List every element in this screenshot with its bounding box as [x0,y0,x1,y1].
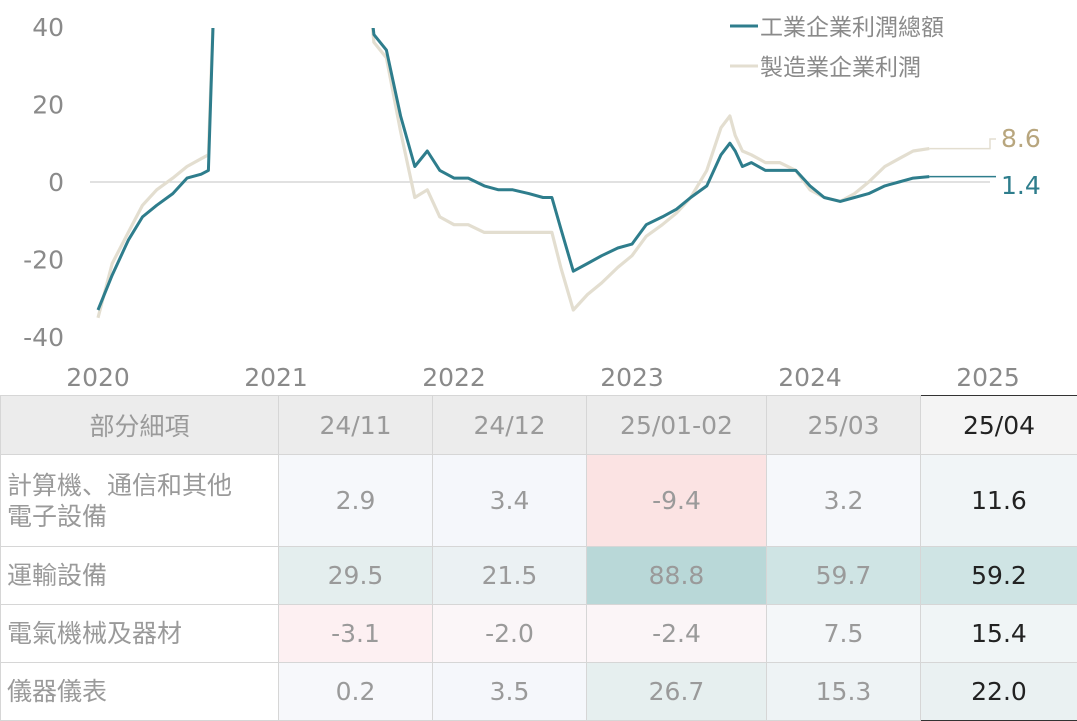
row-label: 計算機、通信和其他電子設備 [1,455,279,547]
col-header: 25/03 [767,396,921,455]
row-label-line: 計算機、通信和其他 [7,470,278,501]
table-cell: 3.4 [433,455,587,547]
header-label: 部分細項 [1,396,279,455]
y-tick-label: -40 [23,323,64,352]
table-header-row: 部分細項 24/11 24/12 25/01-02 25/03 25/04 [1,396,1077,455]
table-cell: 7.5 [767,605,921,663]
x-tick-label: 2025 [956,363,1020,392]
table-cell: -9.4 [587,455,767,547]
table-cell: 3.2 [767,455,921,547]
legend-label: 工業企業利潤總額 [760,15,944,41]
table-cell: -2.0 [433,605,587,663]
table-cell: 88.8 [587,547,767,605]
table-cell: 2.9 [279,455,433,547]
row-label: 電氣機械及器材 [1,605,279,663]
series-line [98,0,929,318]
table-cell: 26.7 [587,663,767,721]
row-label-line: 儀器儀表 [7,676,278,707]
row-label: 運輸設備 [1,547,279,605]
profit-line-chart: 40 20 0 -20 -40 2020 2021 2022 2023 2024 2025 工業企… [0,0,1077,395]
table-cell: -2.4 [587,605,767,663]
table-cell: -3.1 [279,605,433,663]
table-cell: 59.7 [767,547,921,605]
end-label-leader [929,139,996,149]
y-tick-label: 20 [32,90,64,119]
series-line [98,0,929,310]
table-cell: 59.2 [921,547,1077,605]
col-header-current: 25/04 [921,396,1077,455]
end-label-manufacturing: 8.6 [1001,124,1041,153]
col-header: 24/12 [433,396,587,455]
sub-item-table: 部分細項 24/11 24/12 25/01-02 25/03 25/04 計算… [0,395,1077,721]
row-label-line: 運輸設備 [7,560,278,591]
table-cell: 21.5 [433,547,587,605]
legend-label: 製造業企業利潤 [760,55,921,81]
table-cell: 22.0 [921,663,1077,721]
x-tick-label: 2020 [66,363,130,392]
x-tick-label: 2023 [600,363,664,392]
col-header: 24/11 [279,396,433,455]
y-tick-label: 40 [32,13,64,42]
table-cell: 11.6 [921,455,1077,547]
x-tick-label: 2021 [244,363,308,392]
end-label-industrial: 1.4 [1001,171,1041,200]
x-tick-label: 2022 [422,363,486,392]
table-cell: 15.4 [921,605,1077,663]
x-tick-label: 2024 [778,363,842,392]
row-label-line: 電子設備 [7,501,278,532]
row-label: 儀器儀表 [1,663,279,721]
row-label-line: 電氣機械及器材 [7,618,278,649]
col-header: 25/01-02 [587,396,767,455]
table-cell: 29.5 [279,547,433,605]
table-cell: 15.3 [767,663,921,721]
y-tick-label: 0 [48,168,64,197]
table-cell: 0.2 [279,663,433,721]
table-cell: 3.5 [433,663,587,721]
y-tick-label: -20 [23,246,64,275]
